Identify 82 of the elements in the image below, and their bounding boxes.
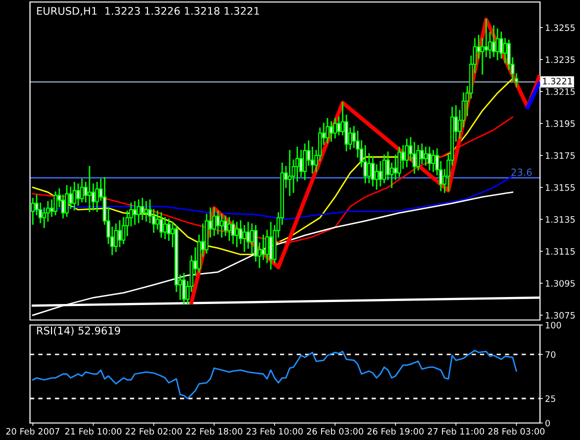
candlestick: [118, 220, 122, 248]
candlestick: [220, 214, 224, 238]
y-tick-label: 1.3235: [546, 56, 575, 63]
y-tick-label: 100: [546, 322, 561, 328]
candlestick: [30, 198, 35, 225]
candlestick: [156, 210, 160, 230]
candlestick: [420, 144, 424, 164]
x-tick-label: 28 Feb 03:00: [488, 428, 545, 435]
candlestick: [54, 191, 58, 216]
y-tick-label: 1.3135: [546, 216, 575, 223]
candlestick: [374, 164, 378, 190]
candlestick: [326, 118, 330, 144]
candlestick: [80, 178, 84, 202]
candlestick: [397, 146, 402, 177]
y-tick-label: 25: [546, 395, 556, 402]
candlestick: [140, 198, 144, 220]
candlestick: [404, 138, 409, 168]
candlestick: [231, 220, 235, 244]
candlestick: [265, 230, 269, 264]
candlestick: [64, 185, 69, 217]
x-tick-label: 26 Feb 19:00: [367, 428, 424, 435]
candlestick: [288, 150, 292, 196]
candlestick: [329, 121, 334, 142]
x-tick-label: 23 Feb 10:00: [246, 428, 303, 435]
x-tick-label: 21 Feb 10:00: [65, 428, 122, 435]
candlestick: [333, 118, 337, 139]
candlestick: [163, 217, 167, 240]
candlestick: [242, 225, 246, 252]
x-tick-label: 27 Feb 11:00: [428, 428, 484, 435]
candlestick: [227, 217, 232, 241]
candlestick: [378, 161, 382, 186]
candlestick: [302, 144, 307, 180]
candlestick: [114, 223, 118, 252]
candlestick: [367, 153, 371, 184]
candlestick: [136, 199, 140, 224]
candlestick: [370, 156, 375, 186]
candlestick: [246, 222, 250, 249]
candlestick: [428, 146, 432, 170]
y-tick-label: 1.3115: [546, 248, 575, 255]
ref-line-label: 1.3221: [543, 78, 572, 84]
annotation: 23.6: [511, 168, 532, 176]
candlestick: [212, 207, 216, 236]
candlestick: [88, 166, 92, 212]
candlestick: [492, 25, 496, 58]
y-tick-label: 1.3175: [546, 152, 575, 159]
candlestick: [250, 223, 254, 254]
candlestick: [132, 201, 137, 225]
candlestick: [50, 199, 54, 217]
candlestick: [424, 146, 428, 166]
line-series: [32, 350, 518, 400]
chart-title: EURUSD,H1 1.3223 1.3226 1.3218 1.3221: [37, 6, 259, 16]
candlestick: [234, 222, 239, 248]
candlestick: [394, 154, 398, 180]
candlestick: [503, 38, 507, 64]
x-tick-label: 20 Feb 2007: [6, 428, 60, 435]
y-tick-label: 0: [545, 420, 550, 426]
candlestick: [336, 116, 341, 136]
x-tick-label: 22 Feb 18:00: [186, 428, 242, 435]
x-tick-label: 22 Feb 02:00: [126, 428, 182, 435]
candlestick: [72, 182, 76, 210]
y-tick-label: 1.3215: [546, 88, 575, 95]
candlestick: [216, 210, 220, 234]
chart-title: RSI(14) 52.9619: [37, 326, 120, 336]
candlestick: [95, 182, 99, 212]
candlestick: [496, 28, 500, 60]
y-tick-label: 1.3195: [546, 120, 575, 127]
y-tick-label: 1.3155: [546, 184, 575, 191]
y-tick-label: 1.3255: [546, 24, 575, 32]
y-tick-label: 1.3095: [546, 280, 575, 287]
candlestick: [76, 183, 80, 206]
candlestick: [261, 234, 266, 260]
candlestick: [159, 212, 164, 238]
candlestick: [382, 154, 386, 184]
candlestick: [431, 150, 436, 172]
line-series: [32, 175, 514, 220]
x-tick-label: 26 Feb 03:00: [306, 428, 364, 435]
candlestick: [268, 222, 273, 270]
candlestick: [416, 145, 420, 170]
candlestick: [144, 201, 148, 222]
y-tick-label: 1.3075: [546, 312, 575, 319]
candlestick: [484, 18, 488, 58]
y-tick-label: 70: [546, 351, 556, 358]
